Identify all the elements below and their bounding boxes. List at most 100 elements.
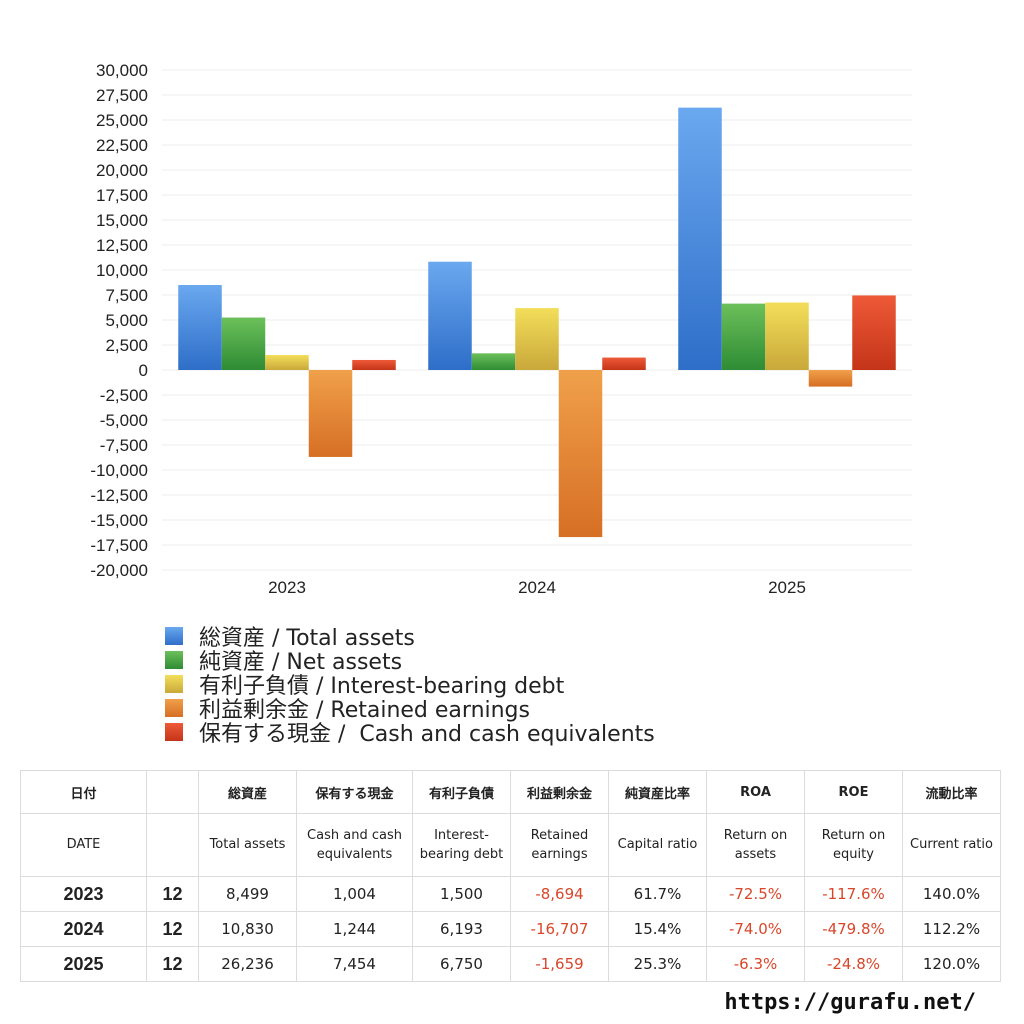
legend-swatch: [165, 675, 183, 693]
total-assets-cell: 26,236: [198, 946, 297, 982]
bar: [178, 285, 222, 370]
cash-cell: 7,454: [296, 946, 413, 982]
bar: [308, 370, 353, 457]
bar: [265, 355, 309, 370]
retained-earnings-cell: -1,659: [510, 946, 609, 982]
current-ratio-cell: 120.0%: [902, 946, 1001, 982]
roe-cell: -117.6%: [804, 876, 903, 912]
year-cell: 2025: [20, 946, 147, 982]
legend-label: 総資産 / Total assets: [199, 626, 415, 651]
y-tick-label: 15,000: [96, 211, 148, 230]
y-tick-label: 17,500: [96, 186, 148, 205]
roe-cell: -479.8%: [804, 911, 903, 947]
current-ratio-cell: 140.0%: [902, 876, 1001, 912]
header-cell: 利益剰余金: [510, 770, 609, 814]
debt-cell: 6,750: [412, 946, 511, 982]
y-tick-label: -7,500: [100, 436, 148, 455]
legend-swatch: [165, 723, 183, 741]
bar-chart: 30,000 27,500 25,000 22,500 20,000 17,500 15,0…: [90, 61, 912, 597]
header-cell: 有利子負債: [412, 770, 511, 814]
debt-cell: 1,500: [412, 876, 511, 912]
header-cell: Return on equity: [804, 813, 903, 877]
roa-cell: -72.5%: [706, 876, 805, 912]
legend-item-retained-earnings: 利益剰余金 / Retained earnings: [165, 696, 655, 723]
header-cell: ROA: [706, 770, 805, 814]
table-header-ja: 日付 総資産 保有する現金 有利子負債 利益剰余金 純資産比率 ROA ROE …: [20, 770, 1001, 814]
bar: [471, 353, 516, 370]
y-tick-label: 7,500: [105, 286, 148, 305]
chart-legend: 総資産 / Total assets 純資産 / Net assets 有利子負…: [165, 624, 655, 747]
y-tick-label: -12,500: [90, 486, 148, 505]
retained-earnings-cell: -8,694: [510, 876, 609, 912]
capital-ratio-cell: 15.4%: [608, 911, 707, 947]
bar: [765, 302, 809, 370]
bar: [428, 261, 472, 370]
bar: [678, 107, 722, 370]
bar: [221, 317, 266, 370]
y-tick-label: -15,000: [90, 511, 148, 530]
retained-earnings-cell: -16,707: [510, 911, 609, 947]
header-cell: ROE: [804, 770, 903, 814]
financial-table: 日付 総資産 保有する現金 有利子負債 利益剰余金 純資産比率 ROA ROE …: [20, 770, 1001, 982]
legend-item-cash: 保有する現金 / Cash and cash equivalents: [165, 720, 655, 747]
capital-ratio-cell: 25.3%: [608, 946, 707, 982]
legend-item-interest-bearing-debt: 有利子負債 / Interest-bearing debt: [165, 672, 655, 699]
cash-cell: 1,004: [296, 876, 413, 912]
legend-swatch: [165, 627, 183, 645]
total-assets-cell: 10,830: [198, 911, 297, 947]
y-tick-label: 20,000: [96, 161, 148, 180]
y-tick-label: 30,000: [96, 61, 148, 80]
y-tick-label: -17,500: [90, 536, 148, 555]
bar: [602, 357, 646, 370]
table-row: 2023 12 8,499 1,004 1,500 -8,694 61.7% -…: [20, 876, 1001, 912]
table-row: 2024 12 10,830 1,244 6,193 -16,707 15.4%…: [20, 911, 1001, 947]
header-cell: Retained earnings: [510, 813, 609, 877]
y-tick-label: 25,000: [96, 111, 148, 130]
y-tick-label: 27,500: [96, 86, 148, 105]
debt-cell: 6,193: [412, 911, 511, 947]
table-header-en: DATE Total assets Cash and cash equivale…: [20, 813, 1001, 877]
x-axis-labels: 2023 2024 2025: [268, 578, 806, 597]
year-cell: 2024: [20, 911, 147, 947]
header-cell: Total assets: [198, 813, 297, 877]
header-cell: 総資産: [198, 770, 297, 814]
header-cell: Cash and cash equivalents: [296, 813, 413, 877]
bar: [721, 303, 766, 370]
month-cell: 12: [146, 911, 199, 947]
month-cell: 12: [146, 876, 199, 912]
capital-ratio-cell: 61.7%: [608, 876, 707, 912]
y-tick-label: 2,500: [105, 336, 148, 355]
bar: [852, 295, 896, 370]
source-url: https://gurafu.net/: [724, 990, 976, 1015]
roa-cell: -74.0%: [706, 911, 805, 947]
roa-cell: -6.3%: [706, 946, 805, 982]
bar: [808, 370, 853, 387]
y-tick-label: 10,000: [96, 261, 148, 280]
y-tick-label: -5,000: [100, 411, 148, 430]
x-tick-label: 2025: [768, 578, 806, 597]
header-cell: DATE: [20, 813, 147, 877]
y-tick-label: 5,000: [105, 311, 148, 330]
y-tick-label: -20,000: [90, 561, 148, 580]
y-tick-label: 12,500: [96, 236, 148, 255]
header-cell: 流動比率: [902, 770, 1001, 814]
legend-swatch: [165, 699, 183, 717]
total-assets-cell: 8,499: [198, 876, 297, 912]
header-cell: [146, 770, 199, 814]
year-cell: 2023: [20, 876, 147, 912]
bar: [515, 308, 559, 370]
header-cell: Current ratio: [902, 813, 1001, 877]
legend-label: 利益剰余金 / Retained earnings: [199, 698, 530, 723]
roe-cell: -24.8%: [804, 946, 903, 982]
x-tick-label: 2024: [518, 578, 556, 597]
x-tick-label: 2023: [268, 578, 306, 597]
y-tick-label: -10,000: [90, 461, 148, 480]
table-row: 2025 12 26,236 7,454 6,750 -1,659 25.3% …: [20, 946, 1001, 982]
header-cell: 日付: [20, 770, 147, 814]
y-tick-label: 22,500: [96, 136, 148, 155]
legend-label: 有利子負債 / Interest-bearing debt: [199, 674, 565, 699]
cash-cell: 1,244: [296, 911, 413, 947]
legend-label: 純資産 / Net assets: [199, 650, 403, 675]
header-cell: Capital ratio: [608, 813, 707, 877]
current-ratio-cell: 112.2%: [902, 911, 1001, 947]
